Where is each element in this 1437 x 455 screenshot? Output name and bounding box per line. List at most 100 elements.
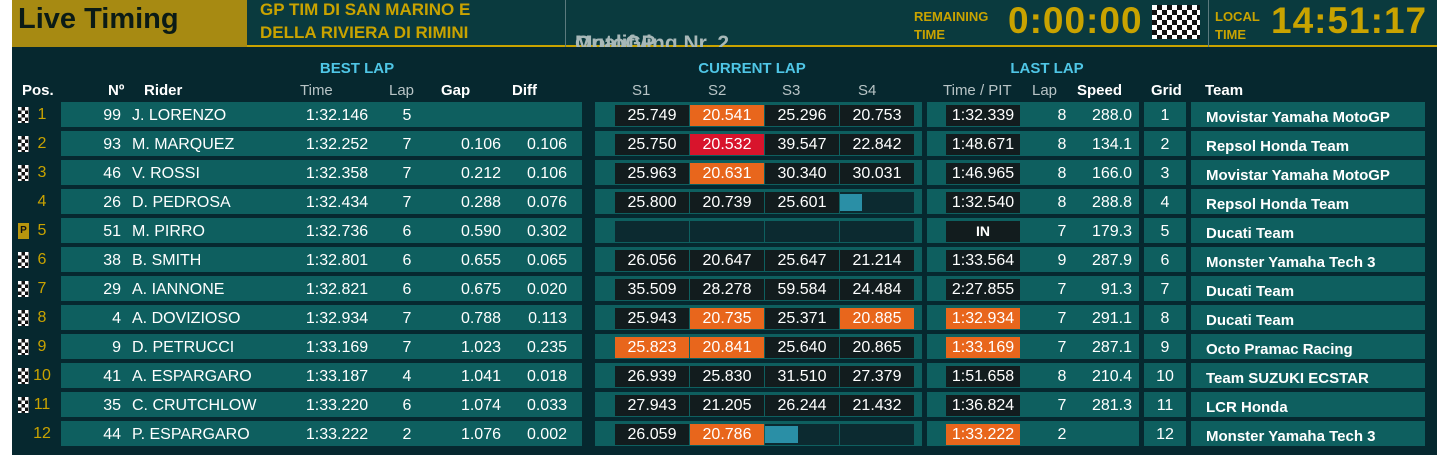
rider-segment: 93 M. MARQUEZ 1:32.252 7 0.106 0.106 <box>61 131 582 156</box>
session-label: Qualifying Nr. 2 <box>575 32 730 47</box>
grid-segment: 6 <box>1144 247 1186 272</box>
best-lap-time: 1:33.220 <box>305 397 369 414</box>
diff: 0.106 <box>526 165 567 182</box>
sector-1-time: 25.823 <box>615 337 689 358</box>
last-lap-number: 2 <box>1057 426 1067 443</box>
rider-segment: 99 J. LORENZO 1:32.146 5 <box>61 102 582 127</box>
rider-name[interactable]: A. DOVIZIOSO <box>132 310 241 327</box>
sector-2-time: 21.205 <box>690 395 764 416</box>
table-row[interactable]: P 5 51 M. PIRRO 1:32.736 6 0.590 0.302 I… <box>12 217 1437 244</box>
speed: 287.9 <box>1091 252 1132 269</box>
speed: 210.4 <box>1091 368 1132 385</box>
table-row[interactable]: 8 4 A. DOVIZIOSO 1:32.934 7 0.788 0.113 … <box>12 304 1437 331</box>
rider-name[interactable]: M. PIRRO <box>132 223 205 240</box>
rider-segment: 9 D. PETRUCCI 1:33.169 7 1.023 0.235 <box>61 334 582 359</box>
local-label-1: LOCAL <box>1215 9 1260 24</box>
team-segment: Ducati Team <box>1191 218 1425 243</box>
table-row[interactable]: 4 26 D. PEDROSA 1:32.434 7 0.288 0.076 2… <box>12 188 1437 215</box>
grid-position: 3 <box>1160 165 1170 182</box>
last-lap-time: 1:32.540 <box>946 192 1020 213</box>
rider-name[interactable]: P. ESPARGARO <box>132 426 250 443</box>
grid-position: 1 <box>1160 107 1170 124</box>
rider-number: 26 <box>103 194 121 211</box>
diff: 0.018 <box>526 368 567 385</box>
diff: 0.002 <box>526 426 567 443</box>
last-lap-segment: IN 7 179.3 <box>927 218 1139 243</box>
team-segment: Ducati Team <box>1191 276 1425 301</box>
checkered-flag-icon <box>1152 5 1200 39</box>
grid-position: 7 <box>1160 281 1170 298</box>
rider-name[interactable]: A. IANNONE <box>132 281 225 298</box>
table-row[interactable]: 12 44 P. ESPARGARO 1:33.222 2 1.076 0.00… <box>12 420 1437 447</box>
remaining-label-1: REMAINING <box>914 9 989 24</box>
gap: 0.288 <box>460 194 501 211</box>
diff: 0.106 <box>526 136 567 153</box>
team-segment: LCR Honda <box>1191 392 1425 417</box>
rider-name[interactable]: M. MARQUEZ <box>132 136 235 153</box>
current-lap-segment: 26.056 20.647 25.647 21.214 <box>595 247 922 272</box>
grid-segment: 2 <box>1144 131 1186 156</box>
sector-2-time: 20.631 <box>690 163 764 184</box>
last-lap-segment: 1:36.824 7 281.3 <box>927 392 1139 417</box>
col-gap: Gap <box>441 82 471 99</box>
position: 2 <box>37 135 47 152</box>
sector-4-time: 21.432 <box>840 395 914 416</box>
position: 7 <box>37 280 47 297</box>
col-s2: S2 <box>708 82 727 99</box>
sector-2-time: 20.532 <box>690 134 764 155</box>
sector-4-time: 30.031 <box>840 163 914 184</box>
col-grid: Grid <box>1151 82 1182 99</box>
table-row[interactable]: 9 9 D. PETRUCCI 1:33.169 7 1.023 0.235 2… <box>12 333 1437 360</box>
best-lap-time: 1:32.358 <box>305 165 369 182</box>
last-lap-time: 1:48.671 <box>946 134 1020 155</box>
speed: 134.1 <box>1091 136 1132 153</box>
sector-3-time <box>765 424 839 445</box>
rider-name[interactable]: C. CRUTCHLOW <box>132 397 257 414</box>
col-speed: Speed <box>1077 82 1123 99</box>
team-name: Movistar Yamaha MotoGP <box>1206 167 1390 184</box>
last-lap-segment: 1:51.658 8 210.4 <box>927 363 1139 388</box>
rider-name[interactable]: A. ESPARGARO <box>132 368 252 385</box>
sector-3-time: 31.510 <box>765 366 839 387</box>
rider-name[interactable]: J. LORENZO <box>132 107 227 124</box>
team-name: Octo Pramac Racing <box>1206 341 1353 358</box>
best-lap-number: 5 <box>402 107 412 124</box>
table-row[interactable]: 2 93 M. MARQUEZ 1:32.252 7 0.106 0.106 2… <box>12 130 1437 157</box>
rider-name[interactable]: D. PETRUCCI <box>132 339 235 356</box>
grid-segment: 7 <box>1144 276 1186 301</box>
rider-number: 93 <box>103 136 121 153</box>
local-time: 14:51:17 <box>1271 0 1428 41</box>
table-row[interactable]: 11 35 C. CRUTCHLOW 1:33.220 6 1.074 0.03… <box>12 391 1437 418</box>
last-lap-number: 8 <box>1057 107 1067 124</box>
rider-name[interactable]: V. ROSSI <box>132 165 200 182</box>
last-lap-number: 9 <box>1057 252 1067 269</box>
sector-1-time: 26.056 <box>615 250 689 271</box>
event-name: GP TIM DI SAN MARINO E DELLA RIVIERA DI … <box>248 0 566 47</box>
table-row[interactable]: 1 99 J. LORENZO 1:32.146 5 25.749 20.541 2… <box>12 101 1437 128</box>
speed: 291.1 <box>1091 310 1132 327</box>
live-timing-app: Live Timing GP TIM DI SAN MARINO E DELLA… <box>12 0 1437 455</box>
sector-4-time: 24.484 <box>840 279 914 300</box>
team-segment: Monster Yamaha Tech 3 <box>1191 421 1425 446</box>
table-row[interactable]: 7 29 A. IANNONE 1:32.821 6 0.675 0.020 3… <box>12 275 1437 302</box>
best-lap-time: 1:33.222 <box>305 426 369 443</box>
rider-name[interactable]: B. SMITH <box>132 252 202 269</box>
last-lap-number: 7 <box>1057 310 1067 327</box>
table-row[interactable]: 10 41 A. ESPARGARO 1:33.187 4 1.041 0.01… <box>12 362 1437 389</box>
gap: 1.076 <box>460 426 501 443</box>
grid-segment: 3 <box>1144 160 1186 185</box>
last-lap-time: 1:33.222 <box>946 424 1020 445</box>
grid-position: 9 <box>1160 339 1170 356</box>
sector-1-time: 25.749 <box>615 105 689 126</box>
col-pos: Pos. <box>22 82 54 99</box>
last-lap-segment: 1:33.564 9 287.9 <box>927 247 1139 272</box>
table-row[interactable]: 3 46 V. ROSSI 1:32.358 7 0.212 0.106 25.… <box>12 159 1437 186</box>
team-segment: Movistar Yamaha MotoGP <box>1191 102 1425 127</box>
last-lap-segment: 1:32.540 8 288.8 <box>927 189 1139 214</box>
position: 8 <box>37 309 47 326</box>
rider-name[interactable]: D. PEDROSA <box>132 194 231 211</box>
team-name: Ducati Team <box>1206 312 1295 329</box>
speed: 179.3 <box>1091 223 1132 240</box>
team-name: Repsol Honda Team <box>1206 196 1350 213</box>
table-row[interactable]: 6 38 B. SMITH 1:32.801 6 0.655 0.065 26.… <box>12 246 1437 273</box>
